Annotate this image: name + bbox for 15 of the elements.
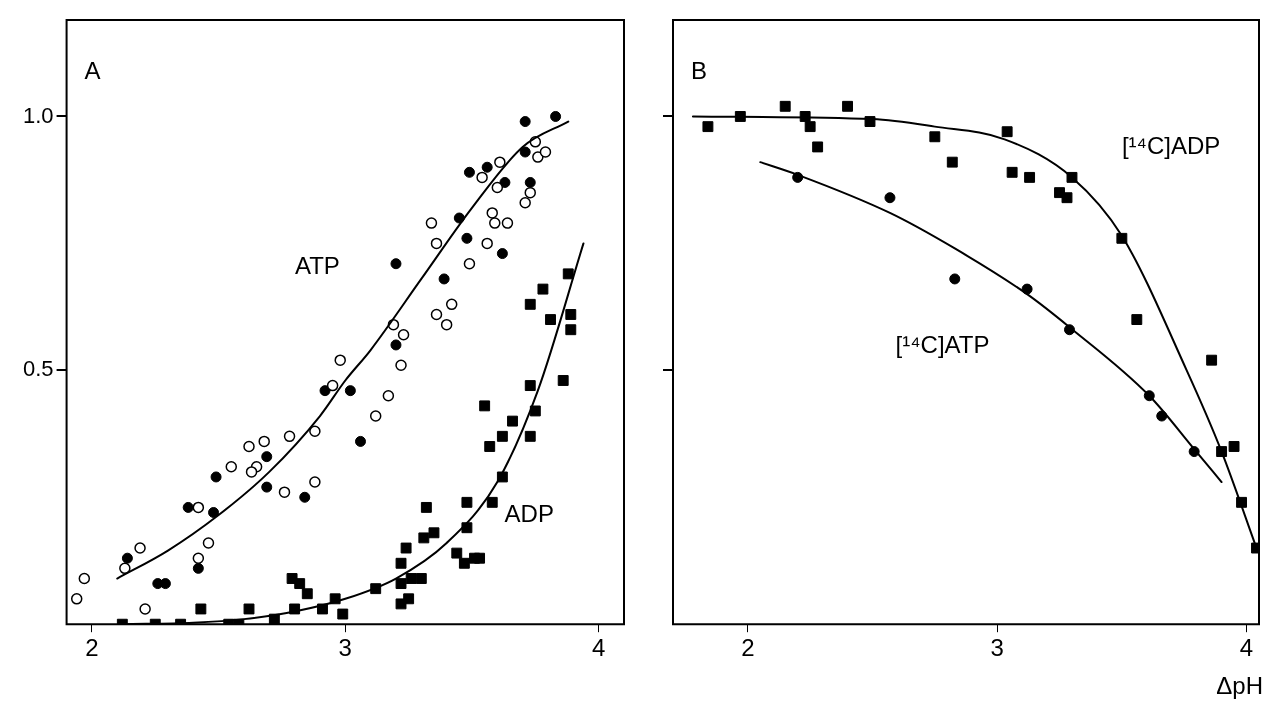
y-tick-label: 0.5 (22, 356, 54, 382)
x-tick-label: 3 (338, 634, 352, 662)
x-tick-label: 2 (741, 634, 755, 662)
y-tick-label: 1.0 (22, 102, 54, 128)
annotation: [¹⁴C]ATP (895, 330, 990, 358)
x-tick-label: 3 (990, 634, 1004, 662)
annotation: [¹⁴C]ADP (1121, 131, 1221, 159)
annotation: ATP (294, 252, 340, 280)
x-tick-label: 4 (591, 634, 606, 662)
text: A (84, 56, 101, 84)
x-tick-label: 4 (1239, 634, 1254, 662)
annotation: ADP (504, 500, 554, 528)
x-tick-label: 2 (85, 634, 99, 662)
x-axis-title: ΔpH (1216, 671, 1263, 699)
text: B (691, 56, 708, 84)
